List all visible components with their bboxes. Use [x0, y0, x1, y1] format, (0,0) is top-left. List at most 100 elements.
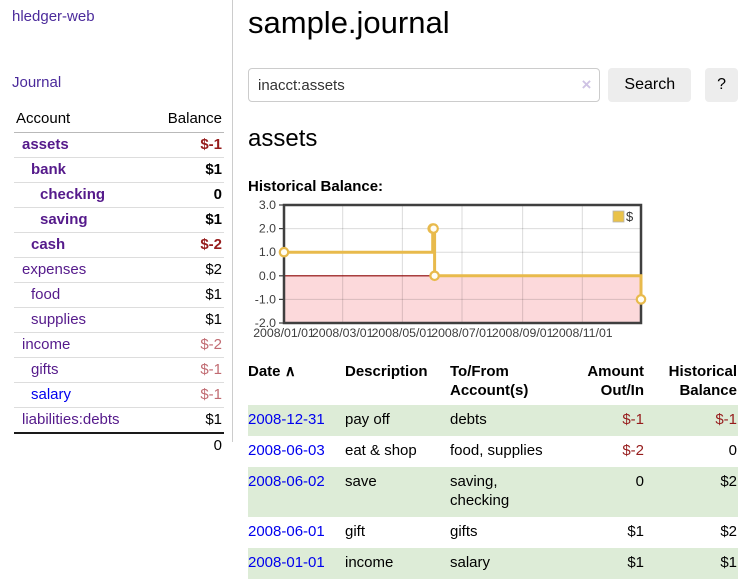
transaction-amount: 0	[635, 473, 644, 490]
transaction-date-link[interactable]: 2008-12-31	[248, 411, 325, 428]
svg-text:2.0: 2.0	[259, 222, 276, 236]
account-balance: $-1	[150, 357, 224, 383]
accounts-total-row: 0	[14, 432, 224, 458]
account-balance: 0	[150, 182, 224, 208]
account-heading: assets	[248, 125, 318, 152]
account-balance: $1	[150, 282, 224, 308]
transaction-balance: 0	[728, 442, 737, 459]
account-balance: $-2	[150, 332, 224, 358]
search-form: × Search ?	[248, 68, 738, 102]
transaction-row: 2008-06-02 save saving, checking 0 $2	[248, 467, 738, 517]
account-link[interactable]: liabilities:debts	[22, 411, 120, 428]
transaction-description: save	[345, 473, 377, 490]
account-link[interactable]: gifts	[31, 361, 59, 378]
svg-text:2008/03/01: 2008/03/01	[312, 326, 374, 340]
svg-text:2008/07/01: 2008/07/01	[431, 326, 493, 340]
accounts-table: Account Balance assets $-1 bank $1 checking 0…	[14, 108, 224, 458]
account-balance: $-1	[150, 382, 224, 408]
account-row: checking 0	[14, 182, 224, 208]
account-row: expenses $2	[14, 257, 224, 283]
column-header-description: Description	[345, 363, 428, 380]
transaction-balance: $1	[720, 554, 737, 571]
transactions-header-row: Date ∧ Description To/From Account(s) Am…	[248, 358, 738, 405]
svg-text:2008/01/01: 2008/01/01	[253, 326, 315, 340]
account-link[interactable]: salary	[31, 386, 72, 403]
accounts-header-row: Account Balance	[14, 108, 224, 133]
column-header-date[interactable]: Date ∧	[248, 363, 296, 380]
page-title: sample.journal	[248, 5, 450, 40]
accounts-total-spacer	[14, 432, 151, 458]
account-row: income $-2	[14, 332, 224, 358]
transaction-date-link[interactable]: 2008-06-01	[248, 523, 325, 540]
data-point-marker	[429, 270, 440, 282]
account-link[interactable]: checking	[40, 186, 106, 203]
account-link[interactable]: supplies	[31, 311, 87, 328]
transaction-description: gift	[345, 523, 366, 540]
account-balance: $1	[150, 307, 224, 333]
transaction-accounts: salary	[450, 554, 491, 571]
accounts-total-value: 0	[150, 432, 224, 458]
sort-ascending-icon: ∧	[284, 363, 296, 380]
account-link[interactable]: income	[22, 336, 71, 353]
journal-nav-link[interactable]: Journal	[12, 74, 62, 91]
main-content: sample.journal × Search ? assets Histori…	[248, 0, 738, 579]
search-input[interactable]	[248, 68, 601, 102]
transaction-accounts: debts	[450, 411, 487, 428]
transaction-amount: $1	[627, 554, 644, 571]
legend-swatch	[612, 210, 625, 223]
negative-region	[284, 275, 641, 323]
transaction-row: 2008-06-03 eat & shop food, supplies $-2 0	[248, 436, 738, 467]
account-link[interactable]: cash	[31, 236, 66, 253]
clear-search-icon[interactable]: ×	[581, 75, 592, 94]
data-point-marker	[428, 223, 439, 234]
account-link[interactable]: assets	[22, 136, 69, 153]
transaction-accounts: food, supplies	[450, 442, 543, 459]
transaction-row: 2008-06-01 gift gifts $1 $2	[248, 517, 738, 548]
svg-text:1.0: 1.0	[259, 245, 276, 259]
svg-text:-1.0: -1.0	[255, 292, 276, 306]
svg-text:-2.0: -2.0	[255, 316, 276, 330]
svg-text:2008/09/01: 2008/09/01	[492, 326, 554, 340]
account-balance: $1	[150, 207, 224, 233]
search-button[interactable]: Search	[608, 68, 692, 102]
transaction-date-link[interactable]: 2008-06-02	[248, 473, 325, 490]
account-balance: $-1	[200, 136, 222, 153]
transaction-balance: $2	[720, 523, 737, 540]
account-balance: $1	[150, 407, 224, 433]
account-link[interactable]: food	[31, 286, 61, 303]
account-row: supplies $1	[14, 307, 224, 333]
account-link[interactable]: saving	[40, 211, 88, 228]
transaction-description: eat & shop	[345, 442, 417, 459]
accounts-header-balance: Balance	[150, 108, 224, 133]
account-link[interactable]: bank	[31, 161, 67, 178]
account-link[interactable]: expenses	[22, 261, 87, 278]
column-header-balance: Historical Balance	[668, 363, 737, 399]
account-row: food $1	[14, 282, 224, 308]
chart-title: Historical Balance:	[248, 178, 384, 195]
column-header-amount: Amount Out/In	[587, 363, 644, 399]
transaction-row: 2008-01-01 income salary $1 $1	[248, 548, 738, 579]
account-row: saving $1	[14, 207, 224, 233]
column-header-tofrom: To/From Account(s)	[450, 363, 529, 399]
sidebar: hledger-web Journal Account Balance asse…	[0, 0, 233, 458]
svg-text:3.0: 3.0	[259, 200, 276, 212]
account-balance: $2	[150, 257, 224, 283]
app-brand-link[interactable]: hledger-web	[12, 8, 95, 25]
account-row: assets $-1	[14, 133, 224, 158]
data-point-marker	[635, 294, 647, 305]
historical-balance-chart: 3.0 2.0 1.0 0.0 -1.0 -2.02008/01/012008/03/01…	[253, 200, 647, 340]
transaction-date-link[interactable]: 2008-01-01	[248, 554, 325, 571]
accounts-header-account: Account	[14, 108, 151, 133]
transaction-date-link[interactable]: 2008-06-03	[248, 442, 325, 459]
transaction-row: 2008-12-31 pay off debts $-1 $-1	[248, 405, 738, 436]
transaction-description: pay off	[345, 411, 390, 428]
account-balance: $1	[150, 157, 224, 183]
account-balance: $-2	[150, 232, 224, 258]
transactions-table: Date ∧ Description To/From Account(s) Am…	[248, 358, 738, 579]
svg-text:2008/11/01: 2008/11/01	[552, 326, 613, 340]
search-help-button[interactable]: ?	[705, 68, 738, 102]
transaction-accounts: saving, checking	[450, 473, 510, 509]
account-row: bank $1	[14, 157, 224, 183]
legend-label: $	[626, 209, 634, 224]
